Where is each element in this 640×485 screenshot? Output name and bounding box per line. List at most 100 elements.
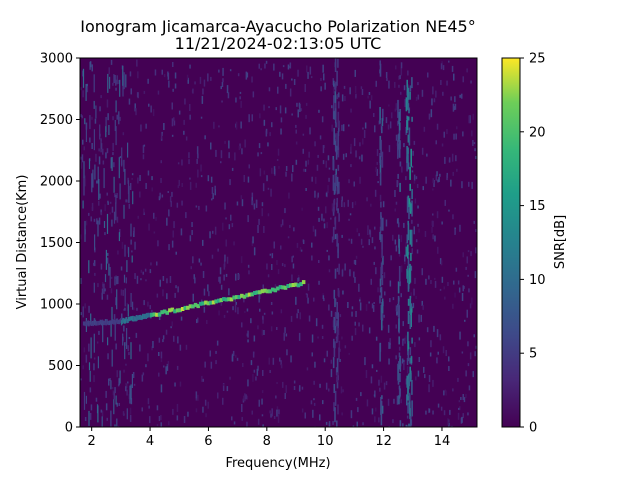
noise-cell — [295, 159, 298, 165]
noise-cell — [235, 301, 237, 305]
y-tick-label: 1500 — [40, 236, 73, 251]
noise-cell — [161, 194, 164, 198]
noise-cell — [126, 260, 128, 273]
noise-cell — [88, 159, 91, 169]
noise-cell — [109, 76, 111, 89]
noise-cell — [117, 425, 120, 427]
noise-cell — [89, 137, 91, 143]
noise-cell — [105, 126, 107, 138]
interference-cell — [399, 182, 401, 192]
noise-cell — [436, 357, 438, 364]
noise-cell — [109, 201, 112, 204]
interference-cell — [379, 278, 382, 287]
noise-cell — [83, 146, 85, 151]
noise-cell — [172, 408, 174, 415]
echo-trace — [247, 292, 252, 297]
noise-cell — [136, 307, 138, 311]
interference-cell — [381, 261, 384, 275]
noise-cell — [332, 320, 335, 328]
noise-cell — [330, 359, 333, 364]
noise-cell — [98, 200, 100, 206]
noise-cell — [414, 277, 416, 284]
noise-cell — [116, 193, 118, 198]
noise-cell — [410, 292, 412, 299]
noise-cell — [173, 335, 175, 342]
interference-cell — [407, 275, 410, 292]
noise-cell — [475, 156, 477, 159]
noise-cell — [216, 340, 219, 346]
noise-cell — [199, 76, 202, 84]
noise-cell — [133, 383, 136, 386]
noise-cell — [202, 406, 204, 413]
noise-cell — [192, 256, 194, 264]
echo-trace — [145, 315, 148, 319]
noise-cell — [261, 202, 264, 207]
interference-cell — [380, 287, 383, 299]
noise-cell — [123, 204, 125, 219]
noise-cell — [221, 100, 223, 103]
noise-cell — [322, 295, 325, 300]
noise-cell — [118, 378, 120, 386]
noise-cell — [247, 330, 249, 338]
noise-cell — [456, 168, 458, 172]
noise-cell — [443, 131, 445, 138]
interference-cell — [336, 372, 338, 383]
noise-cell — [271, 311, 274, 315]
interference-cell — [334, 341, 336, 349]
noise-cell — [83, 177, 85, 196]
noise-cell — [393, 398, 395, 404]
noise-cell — [297, 109, 299, 118]
noise-cell — [310, 76, 313, 79]
noise-cell — [299, 385, 301, 392]
noise-cell — [270, 302, 273, 305]
noise-cell — [261, 390, 264, 394]
noise-cell — [371, 408, 374, 415]
noise-cell — [229, 69, 232, 72]
interference-cell — [381, 298, 384, 314]
noise-cell — [383, 314, 385, 318]
noise-cell — [168, 80, 170, 88]
noise-cell — [341, 200, 343, 207]
noise-cell — [109, 212, 111, 215]
noise-cell — [443, 286, 445, 290]
noise-cell — [151, 346, 153, 351]
noise-cell — [351, 202, 354, 209]
noise-cell — [245, 71, 248, 80]
echo-trace — [155, 312, 159, 317]
noise-cell — [394, 208, 396, 212]
noise-cell — [288, 192, 290, 199]
noise-cell — [143, 90, 146, 94]
noise-cell — [332, 86, 335, 94]
noise-cell — [342, 290, 344, 295]
noise-cell — [108, 67, 110, 75]
noise-cell — [317, 192, 319, 198]
noise-cell — [244, 393, 246, 402]
noise-cell — [448, 60, 450, 63]
noise-cell — [198, 258, 201, 263]
noise-cell — [473, 334, 475, 338]
echo-trace — [198, 301, 203, 306]
noise-cell — [172, 230, 174, 238]
echo-trace — [183, 305, 187, 310]
noise-cell — [207, 175, 210, 182]
noise-cell — [189, 177, 191, 180]
noise-cell — [398, 346, 401, 351]
echo-trace — [263, 288, 267, 293]
noise-cell — [418, 314, 420, 323]
noise-cell — [174, 292, 176, 298]
noise-cell — [188, 152, 190, 159]
noise-cell — [125, 277, 127, 284]
interference-cell — [379, 172, 382, 186]
noise-cell — [122, 411, 125, 416]
interference-cell — [406, 85, 409, 96]
noise-cell — [133, 231, 135, 237]
noise-cell — [245, 394, 247, 400]
noise-cell — [400, 62, 403, 69]
noise-cell — [402, 338, 404, 346]
noise-cell — [247, 264, 250, 268]
noise-cell — [435, 174, 438, 181]
noise-cell — [360, 238, 363, 245]
noise-cell — [468, 115, 470, 124]
noise-cell — [128, 337, 131, 339]
noise-cell — [473, 220, 475, 224]
